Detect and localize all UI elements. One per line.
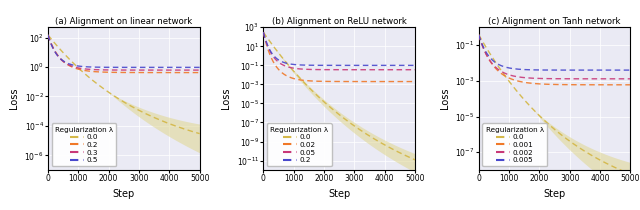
Title: (a) Alignment on linear network: (a) Alignment on linear network [55, 17, 193, 26]
Y-axis label: Loss: Loss [9, 88, 19, 109]
Title: (b) Alignment on ReLU network: (b) Alignment on ReLU network [272, 17, 406, 26]
Title: (c) Alignment on Tanh network: (c) Alignment on Tanh network [488, 17, 621, 26]
Y-axis label: Loss: Loss [440, 88, 450, 109]
Legend: 0.0, 0.02, 0.05, 0.2: 0.0, 0.02, 0.05, 0.2 [267, 123, 332, 167]
Legend: 0.0, 0.2, 0.3, 0.5: 0.0, 0.2, 0.3, 0.5 [52, 123, 116, 167]
X-axis label: Step: Step [113, 189, 135, 199]
Legend: 0.0, 0.001, 0.002, 0.005: 0.0, 0.001, 0.002, 0.005 [483, 123, 547, 167]
X-axis label: Step: Step [543, 189, 566, 199]
Y-axis label: Loss: Loss [221, 88, 231, 109]
X-axis label: Step: Step [328, 189, 350, 199]
